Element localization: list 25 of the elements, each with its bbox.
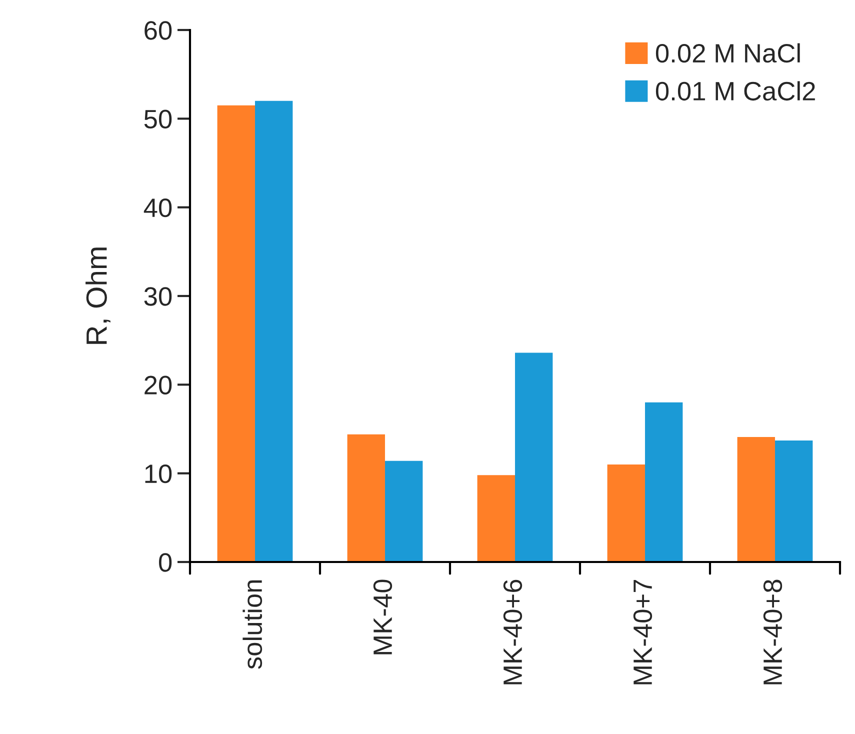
x-tick-label: MK-40 [373,580,392,654]
y-tick-label: 60 [144,21,172,40]
y-axis-title: R, Ohm [86,248,110,344]
bar [645,402,683,562]
bar [347,434,385,562]
bar [607,464,645,562]
y-tick-label: 30 [144,287,172,306]
x-tick-label: MK-40+8 [763,580,782,684]
bar [385,460,423,562]
x-tick-label: MK-40+6 [503,580,522,684]
y-tick-label: 50 [144,110,172,128]
x-tick-label: solution [242,580,262,669]
bar [737,436,775,562]
legend-label: 0.02 M NaCl [656,43,800,63]
bar [477,475,515,562]
y-tick-label: 10 [145,464,172,484]
y-tick-label: 0 [158,553,172,572]
bar [515,352,553,562]
x-tick-label: MK-40+7 [633,580,652,684]
y-tick-label: 40 [144,198,172,218]
bar [217,105,255,562]
bar [775,440,813,562]
legend-label: 0.01 M CaCl2 [656,81,815,101]
y-tick-label: 20 [144,376,172,394]
bar [255,100,293,562]
